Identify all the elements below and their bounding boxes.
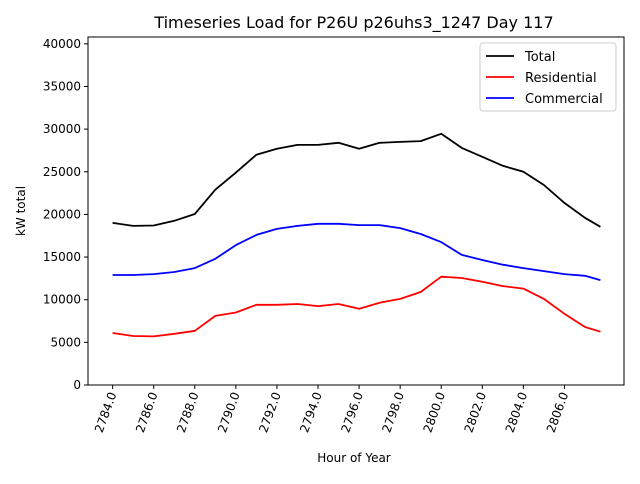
x-axis-label: Hour of Year (317, 451, 391, 465)
y-axis-label: kW total (14, 186, 28, 236)
chart-title: Timeseries Load for P26U p26uhs3_1247 Da… (153, 13, 553, 33)
x-tick-label: 2806.0 (544, 390, 572, 434)
x-tick-label: 2798.0 (379, 390, 407, 434)
y-tick-label: 20000 (43, 207, 81, 221)
x-tick-label: 2792.0 (256, 390, 284, 434)
x-tick-label: 2790.0 (215, 390, 243, 434)
x-tick-label: 2784.0 (92, 390, 120, 434)
series-line-total (112, 132, 601, 228)
x-tick-label: 2786.0 (133, 390, 161, 434)
legend-label-commercial: Commercial (525, 92, 603, 107)
legend: Total Residential Commercial (479, 42, 617, 112)
x-tick-label: 2804.0 (503, 390, 531, 434)
y-tick-label: 35000 (43, 79, 81, 93)
series-line-residential (112, 275, 601, 338)
y-tick-label: 5000 (50, 335, 81, 349)
series-line-commercial (112, 222, 601, 281)
x-tick-label: 2802.0 (462, 390, 490, 434)
legend-label-total: Total (524, 50, 555, 65)
legend-label-residential: Residential (525, 71, 597, 86)
x-tick-label: 2800.0 (421, 390, 449, 434)
x-tick-label: 2794.0 (297, 390, 325, 434)
y-tick-label: 30000 (43, 122, 81, 136)
x-tick-label: 2788.0 (174, 390, 202, 434)
y-tick-label: 25000 (43, 165, 81, 179)
y-tick-label: 40000 (43, 37, 81, 51)
y-tick-label: 15000 (43, 250, 81, 264)
y-tick-label: 10000 (43, 293, 81, 307)
y-tick-label: 0 (73, 378, 81, 392)
x-tick-label: 2796.0 (338, 390, 366, 434)
